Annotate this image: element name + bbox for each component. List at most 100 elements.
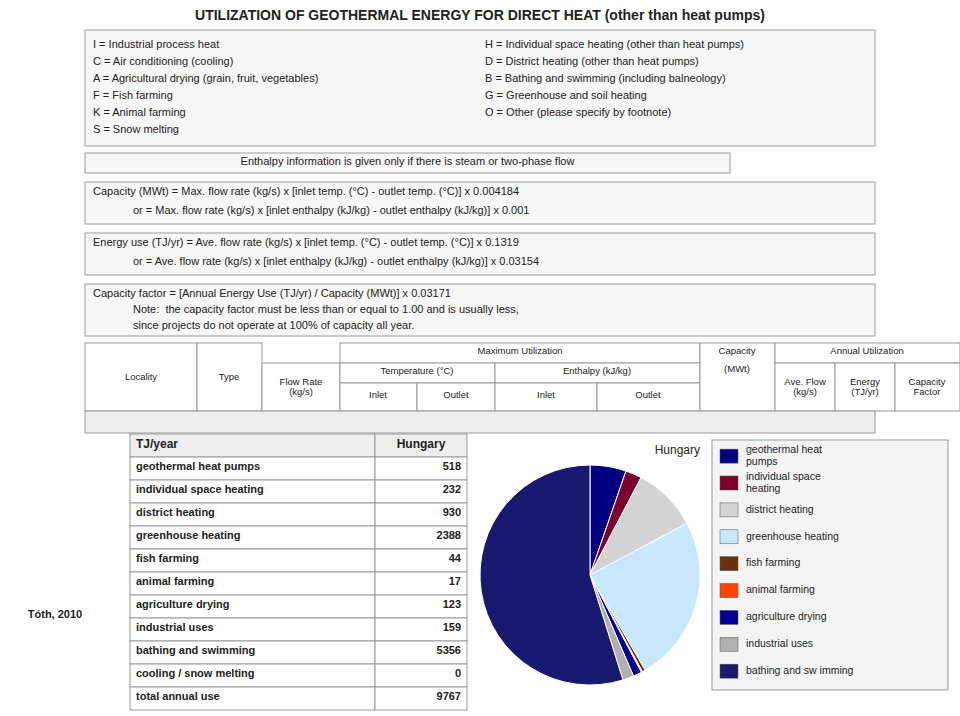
annotation: G = Greenhouse and soil heating (485, 89, 647, 101)
data-table-cell (130, 595, 375, 618)
table-row-label: greenhouse heating (136, 529, 241, 541)
table-header-label: (MWt) (724, 363, 750, 374)
data-table-cell (375, 618, 467, 641)
table-value: 44 (449, 552, 462, 564)
annotation: C = Air conditioning (cooling) (93, 55, 233, 67)
table-header-cell (262, 363, 340, 411)
table-value: 930 (443, 506, 461, 518)
table-row-label: fish farming (136, 552, 199, 564)
legend-swatch (720, 476, 738, 490)
annotation: O = Other (please specify by footnote) (485, 106, 671, 118)
annotation: Capacity factor = [Annual Energy Use (TJ… (93, 287, 451, 299)
data-table-cell (375, 664, 467, 687)
table-header-cell (835, 363, 895, 411)
legend-swatch (720, 503, 738, 517)
annotation: K = Animal farming (93, 106, 186, 118)
table-row-label: bathing and swimming (136, 644, 255, 656)
legend-box (712, 440, 948, 690)
data-table-cell (130, 503, 375, 526)
table-header-cell (340, 343, 700, 363)
data-table-cell (375, 480, 467, 503)
table-header-cell (197, 343, 262, 411)
table-header-label: Outlet (635, 389, 661, 400)
data-table-cell (375, 503, 467, 526)
data-table-cell (130, 572, 375, 595)
annotation: Capacity (MWt) = Max. flow rate (kg/s) x… (93, 185, 519, 197)
annotation: D = District heating (other than heat pu… (485, 55, 699, 67)
table-row-label: cooling / snow melting (136, 667, 255, 679)
legend-label: district heating (746, 503, 814, 515)
chart: UTILIZATION OF GEOTHERMAL ENERGY FOR DIR… (0, 0, 960, 716)
data-table-cell (375, 526, 467, 549)
formula-box (85, 233, 875, 275)
table-row-label: agriculture drying (136, 598, 230, 610)
table-header-label: Type (219, 371, 240, 382)
table-header-label: Energy(TJ/yr) (850, 375, 880, 397)
table-header-label: Temperature (°C) (381, 365, 454, 376)
data-table-cell (375, 457, 467, 480)
legend-swatch (720, 530, 738, 544)
table-header-cell (775, 363, 835, 411)
annotation: B = Bathing and swimming (including baln… (485, 72, 726, 84)
table-header-label: Flow Rate(kg/s) (280, 375, 323, 397)
legend-label: fish farming (746, 556, 800, 568)
table-header-cell (597, 383, 700, 411)
table-header-label: Inlet (537, 389, 555, 400)
legend-swatch (720, 584, 738, 598)
legend-swatch (720, 610, 738, 624)
source: Tóth, 2010 (28, 608, 82, 620)
legend-swatch (720, 557, 738, 571)
table-row-label: industrial uses (136, 621, 214, 633)
legend-label: geothermal heatpumps (746, 443, 822, 467)
table-header-label: CapacityFactor (909, 375, 946, 397)
annotation: S = Snow melting (93, 123, 179, 135)
data-table-cell (130, 457, 375, 480)
legend-label: individual spaceheating (746, 470, 821, 494)
pie-slice (480, 465, 623, 685)
data-table-cell (130, 687, 375, 710)
legend-swatch (720, 449, 738, 463)
data-table-cell (130, 526, 375, 549)
data-table-header-cell (375, 434, 467, 457)
table-row-label: district heating (136, 506, 215, 518)
table-row-label: animal farming (136, 575, 214, 587)
table-header-label: Inlet (369, 389, 387, 400)
table-header-label: Outlet (443, 389, 469, 400)
table-header-label: Annual Utilization (830, 345, 903, 356)
annotation: since projects do not operate at 100% of… (133, 319, 414, 331)
table-header-label: Capacity (719, 345, 756, 356)
table-header-label: Maximum Utilization (478, 345, 563, 356)
annotation: Note: the capacity factor must be less t… (133, 303, 519, 315)
table-header-cell (495, 383, 597, 411)
table-header-cell (775, 343, 960, 363)
data-table-cell (130, 549, 375, 572)
pie (480, 465, 700, 685)
table-header-label: Enthalpy (kJ/kg) (563, 365, 631, 376)
title: UTILIZATION OF GEOTHERMAL ENERGY FOR DIR… (195, 7, 765, 23)
legend-label: greenhouse heating (746, 530, 839, 542)
legend-label: industrial uses (746, 637, 813, 649)
pie-title: Hungary (655, 443, 700, 457)
table-header-label: Locality (125, 371, 157, 382)
table-header-label: Hungary (397, 437, 446, 451)
table-header-cell (417, 383, 495, 411)
data-table-header-cell (130, 434, 375, 457)
table-value: 159 (443, 621, 461, 633)
table-header-cell (495, 363, 700, 383)
table-header-cell (340, 383, 417, 411)
legend-label: animal farming (746, 583, 815, 595)
table-value: 5356 (437, 644, 461, 656)
table-row-label: geothermal heat pumps (136, 460, 260, 472)
note-box (85, 153, 730, 173)
table-header-cell (85, 343, 197, 411)
formula-box (85, 284, 875, 336)
data-table-cell (375, 641, 467, 664)
legend-label: bathing and sw imming (746, 664, 854, 676)
table-header-cell (700, 343, 775, 411)
annotation: F = Fish farming (93, 89, 173, 101)
table-empty-row (85, 411, 875, 433)
annotation: H = Individual space heating (other than… (485, 38, 744, 50)
table-value: 9767 (437, 690, 461, 702)
table-value: 518 (443, 460, 461, 472)
data-table-cell (375, 595, 467, 618)
